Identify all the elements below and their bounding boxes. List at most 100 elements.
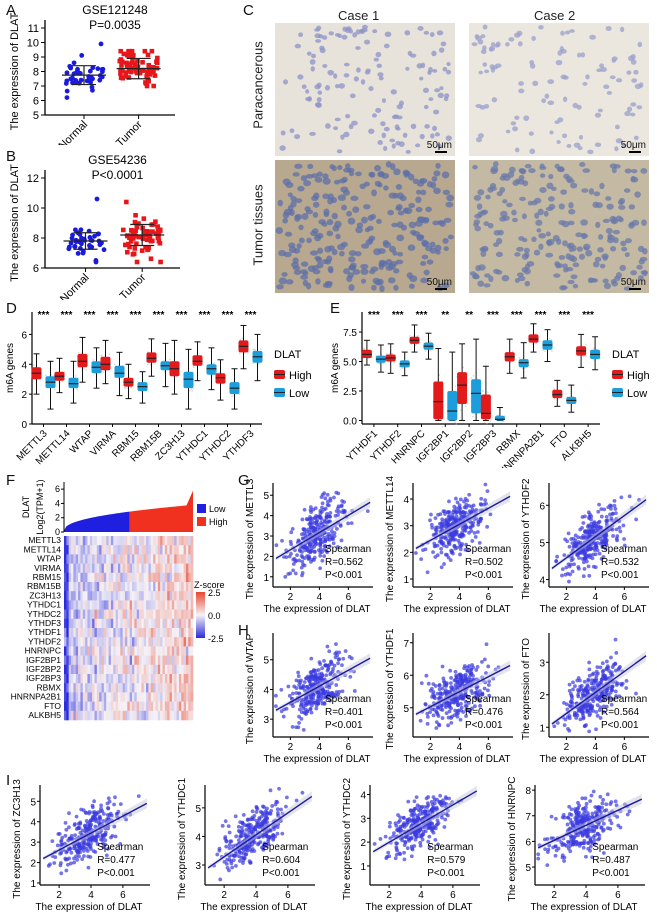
data-point bbox=[598, 716, 603, 720]
heatmap-row-label: METTL14 bbox=[24, 544, 62, 554]
jitter-point bbox=[401, 367, 403, 370]
cell-nucleus bbox=[381, 98, 387, 103]
heatmap-cell bbox=[146, 655, 149, 666]
heatmap-cell bbox=[101, 572, 105, 583]
cell-nucleus bbox=[599, 263, 606, 269]
significance-label: *** bbox=[61, 310, 73, 321]
heatmap-cell bbox=[148, 600, 152, 610]
heatmap-cell bbox=[71, 563, 74, 574]
heatmap-cell bbox=[160, 600, 163, 610]
heatmap-cell bbox=[139, 637, 142, 647]
heatmap-cell bbox=[171, 701, 175, 712]
heatmap-cell bbox=[85, 591, 88, 601]
y-tick-label: 4 bbox=[263, 512, 269, 523]
cell-nucleus bbox=[324, 85, 331, 91]
heatmap-cell bbox=[185, 563, 189, 574]
cell-nucleus bbox=[587, 149, 594, 155]
heatmap-cell bbox=[146, 637, 149, 647]
data-point bbox=[444, 705, 448, 710]
data-point bbox=[596, 509, 601, 514]
data-point bbox=[447, 701, 452, 706]
heatmap-cell bbox=[146, 646, 149, 656]
cell-nucleus bbox=[595, 221, 601, 229]
heatmap-cell bbox=[141, 536, 145, 546]
data-point bbox=[476, 522, 481, 527]
data-point bbox=[337, 689, 342, 694]
cell-nucleus bbox=[482, 24, 488, 30]
heatmap-cell bbox=[108, 572, 112, 583]
data-point bbox=[297, 558, 302, 563]
heatmap-cell bbox=[108, 692, 112, 702]
regression-line bbox=[275, 657, 371, 711]
heatmap-cell bbox=[99, 600, 102, 610]
heatmap-cell bbox=[188, 710, 191, 721]
data-point bbox=[128, 239, 134, 244]
cell-nucleus bbox=[572, 262, 580, 268]
heatmap-cell bbox=[150, 683, 154, 693]
top-label: DLAT bbox=[21, 495, 31, 518]
cell-nucleus bbox=[534, 212, 540, 219]
data-point bbox=[294, 691, 299, 695]
data-point bbox=[588, 512, 592, 517]
data-point bbox=[339, 504, 344, 509]
heatmap-cell bbox=[148, 536, 152, 546]
cell-nucleus bbox=[560, 189, 568, 195]
data-point bbox=[434, 720, 439, 724]
y-tick-label: 5.0 bbox=[343, 358, 357, 369]
data-point bbox=[413, 551, 418, 555]
heatmap-cell bbox=[82, 692, 86, 702]
cell-nucleus bbox=[640, 168, 648, 174]
cell-nucleus bbox=[523, 268, 531, 275]
data-point bbox=[453, 697, 457, 701]
heatmap-cell bbox=[64, 554, 67, 564]
data-point bbox=[468, 667, 473, 672]
heatmap-cell bbox=[157, 591, 161, 601]
jitter-point bbox=[252, 362, 254, 365]
cell-nucleus bbox=[497, 229, 504, 236]
heatmap-cell bbox=[127, 646, 130, 656]
heatmap-cell bbox=[75, 710, 79, 721]
heatmap-cell bbox=[185, 609, 189, 620]
data-point bbox=[67, 811, 71, 816]
panel-label-h: H bbox=[238, 622, 249, 639]
cell-nucleus bbox=[428, 97, 434, 101]
legend-label-low: Low bbox=[209, 504, 226, 514]
heatmap-cell bbox=[106, 701, 109, 712]
heatmap-cell bbox=[89, 701, 93, 712]
heatmap-cell bbox=[80, 554, 84, 564]
data-point bbox=[301, 562, 305, 567]
data-point bbox=[604, 676, 608, 681]
heatmap-cell bbox=[68, 692, 72, 702]
data-point bbox=[146, 78, 151, 84]
data-point bbox=[624, 678, 629, 683]
heatmap-cell bbox=[185, 674, 189, 684]
cell-nucleus bbox=[378, 76, 384, 81]
heatmap-cell bbox=[89, 692, 93, 702]
heatmap-cell bbox=[75, 554, 79, 564]
cell-nucleus bbox=[312, 201, 320, 208]
heatmap-cell bbox=[176, 582, 180, 592]
x-tick-label: Normal bbox=[57, 119, 91, 145]
y-axis-label: The expression of METTL14 bbox=[385, 475, 396, 602]
jitter-point bbox=[521, 367, 524, 370]
cell-nucleus bbox=[311, 53, 317, 59]
heatmap-cell bbox=[127, 582, 130, 592]
data-point bbox=[469, 504, 474, 509]
heatmap-cell bbox=[94, 628, 98, 638]
heatmap-cell bbox=[174, 591, 177, 601]
heatmap-cell bbox=[190, 701, 194, 712]
heatmap-cell bbox=[143, 554, 147, 564]
heatmap-cell bbox=[85, 628, 88, 638]
cell-nucleus bbox=[377, 140, 383, 146]
heatmap-cell bbox=[155, 637, 159, 647]
cell-nucleus bbox=[472, 164, 478, 170]
cell-nucleus bbox=[352, 32, 358, 38]
data-point bbox=[156, 230, 162, 235]
cell-nucleus bbox=[605, 227, 613, 234]
box-low bbox=[471, 379, 482, 414]
heatmap-cell bbox=[87, 609, 91, 620]
legend-label-high: High bbox=[209, 517, 228, 527]
cell-nucleus bbox=[429, 241, 436, 248]
heatmap-cell bbox=[110, 683, 114, 693]
heatmap-cell bbox=[75, 545, 79, 555]
